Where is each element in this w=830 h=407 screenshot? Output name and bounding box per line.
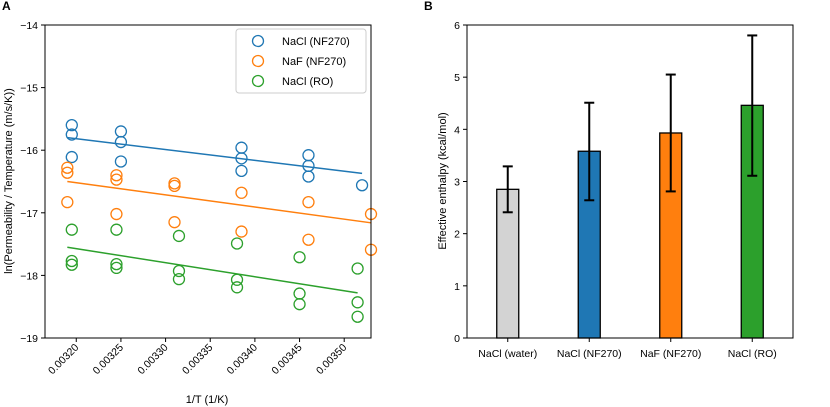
y-tick-label: −16 bbox=[20, 145, 38, 157]
data-point-nacl-ro-13 bbox=[293, 287, 306, 300]
data-point-nacl-ro-0 bbox=[65, 223, 78, 236]
y-tick-label: 2 bbox=[454, 229, 460, 241]
y-tick-label: −15 bbox=[20, 83, 38, 95]
data-point-nacl-ro-10 bbox=[230, 273, 244, 286]
data-point-naf-nf270-2 bbox=[61, 196, 74, 209]
y-tick-label: −17 bbox=[20, 208, 38, 220]
data-point-nacl-nf270-1 bbox=[65, 128, 78, 141]
data-point-naf-nf270-11 bbox=[302, 196, 315, 209]
legend-label-nacl-nf270: NaCl (NF270) bbox=[282, 36, 350, 48]
data-point-nacl-nf270-8 bbox=[235, 164, 248, 178]
data-point-nacl-nf270-5 bbox=[114, 155, 128, 168]
data-point-nacl-nf270-7 bbox=[235, 152, 248, 165]
x-tick-label: 0.00335 bbox=[180, 342, 215, 377]
data-point-naf-nf270-9 bbox=[235, 186, 248, 199]
data-point-nacl-ro-17 bbox=[351, 310, 364, 323]
panel-b-plot-area bbox=[496, 34, 764, 339]
data-point-nacl-ro-16 bbox=[351, 296, 364, 309]
data-point-naf-nf270-1 bbox=[61, 166, 74, 179]
x-tick-label-nacl-nf270: NaCl (NF270) bbox=[557, 348, 622, 360]
y-tick-label: 4 bbox=[454, 124, 460, 136]
data-point-nacl-ro-14 bbox=[293, 298, 306, 311]
data-point-naf-nf270-3 bbox=[110, 169, 123, 182]
data-point-nacl-nf270-11 bbox=[302, 170, 315, 183]
data-point-nacl-ro-6 bbox=[172, 229, 186, 243]
panel-a: A −19−18−17−16−15−14 0.00320 0.00325 0.003… bbox=[2, 0, 378, 406]
data-point-nacl-ro-11 bbox=[230, 281, 244, 294]
y-tick-label: 6 bbox=[454, 20, 460, 32]
y-tick-label: −19 bbox=[20, 333, 38, 345]
y-tick-label: 5 bbox=[454, 72, 460, 84]
data-point-nacl-nf270-9 bbox=[302, 149, 315, 162]
data-point-naf-nf270-0 bbox=[61, 161, 74, 174]
data-point-nacl-ro-2 bbox=[65, 258, 78, 271]
x-tick-label: 0.00350 bbox=[314, 342, 349, 377]
y-tick-label: −18 bbox=[20, 270, 38, 282]
data-point-nacl-ro-9 bbox=[230, 237, 244, 250]
data-point-nacl-ro-4 bbox=[110, 257, 123, 271]
data-point-nacl-ro-15 bbox=[351, 262, 364, 275]
y-tick-label: 1 bbox=[454, 281, 460, 293]
data-point-nacl-nf270-3 bbox=[114, 125, 128, 138]
y-tick-label: 3 bbox=[454, 177, 460, 189]
data-point-nacl-ro-3 bbox=[110, 223, 123, 236]
panel-a-axes-frame bbox=[44, 24, 372, 339]
x-tick-label: 0.00340 bbox=[225, 342, 260, 377]
y-tick-label: 0 bbox=[454, 333, 460, 345]
data-point-nacl-nf270-12 bbox=[355, 179, 369, 192]
legend-marker-nacl-nf270 bbox=[251, 34, 265, 48]
x-tick-label: 0.00330 bbox=[135, 342, 170, 377]
data-point-nacl-nf270-0 bbox=[65, 119, 78, 132]
fit-line-nacl-nf270 bbox=[67, 136, 363, 175]
data-point-naf-nf270-5 bbox=[110, 207, 123, 221]
fit-line-nacl-ro bbox=[67, 246, 358, 294]
panel-a-y-axis-label: ln(Permeability / Temperature (m/s/K)) bbox=[3, 88, 15, 274]
data-point-nacl-nf270-2 bbox=[65, 150, 78, 164]
data-point-nacl-ro-5 bbox=[110, 261, 123, 275]
data-point-naf-nf270-7 bbox=[168, 179, 181, 193]
x-tick-label-nacl-ro: NaCl (RO) bbox=[728, 348, 777, 360]
data-point-naf-nf270-10 bbox=[235, 225, 248, 238]
data-point-naf-nf270-4 bbox=[110, 173, 123, 186]
legend-label-naf-nf270: NaF (NF270) bbox=[282, 56, 346, 68]
panel-b: B 0 1 2 3 4 5 6 NaCl (water) NaCl (NF270) NaF (N… bbox=[424, 0, 794, 360]
x-tick-label: 0.00345 bbox=[269, 342, 304, 377]
panel-letter-a: A bbox=[2, 0, 11, 13]
panel-a-plot-area bbox=[61, 119, 378, 323]
panel-a-x-axis-label: 1/T (1/K) bbox=[186, 394, 229, 406]
panel-b-y-axis-label: Effective enthalpy (kcal/mol) bbox=[437, 112, 449, 249]
data-point-nacl-ro-7 bbox=[172, 264, 186, 278]
data-point-nacl-nf270-4 bbox=[114, 135, 128, 149]
panel-b-y-ticks: 0 1 2 3 4 5 6 bbox=[454, 20, 467, 345]
legend-box bbox=[235, 28, 367, 94]
panel-a-x-ticks: 0.00320 0.00325 0.00330 0.00335 0.00340 0.003… bbox=[46, 338, 349, 377]
panel-a-legend: NaCl (NF270) NaF (NF270) NaCl (RO) bbox=[235, 28, 367, 94]
x-tick-label: 0.00325 bbox=[91, 342, 126, 377]
data-point-nacl-ro-8 bbox=[172, 273, 186, 286]
data-point-naf-nf270-6 bbox=[168, 177, 181, 190]
data-point-nacl-ro-1 bbox=[65, 254, 78, 268]
legend-marker-nacl-ro bbox=[251, 74, 265, 88]
fit-line-naf-nf270 bbox=[67, 180, 372, 224]
x-tick-label-naf-nf270: NaF (NF270) bbox=[640, 348, 701, 360]
data-point-naf-nf270-12 bbox=[302, 233, 315, 246]
data-point-naf-nf270-8 bbox=[168, 216, 181, 229]
x-tick-label: 0.00320 bbox=[46, 342, 81, 377]
x-tick-label-nacl-water: NaCl (water) bbox=[478, 348, 537, 360]
panel-letter-b: B bbox=[424, 0, 433, 13]
legend-marker-naf-nf270 bbox=[251, 54, 265, 68]
y-tick-label: −14 bbox=[20, 20, 38, 32]
data-point-nacl-nf270-6 bbox=[235, 141, 248, 154]
panel-b-x-ticks: NaCl (water) NaCl (NF270) NaF (NF270) NaCl … bbox=[478, 338, 777, 360]
panel-a-y-ticks: −19 −18 −17 −16 −15 −14 bbox=[20, 20, 45, 345]
legend-label-nacl-ro: NaCl (RO) bbox=[282, 76, 333, 88]
data-point-nacl-ro-12 bbox=[293, 251, 306, 264]
